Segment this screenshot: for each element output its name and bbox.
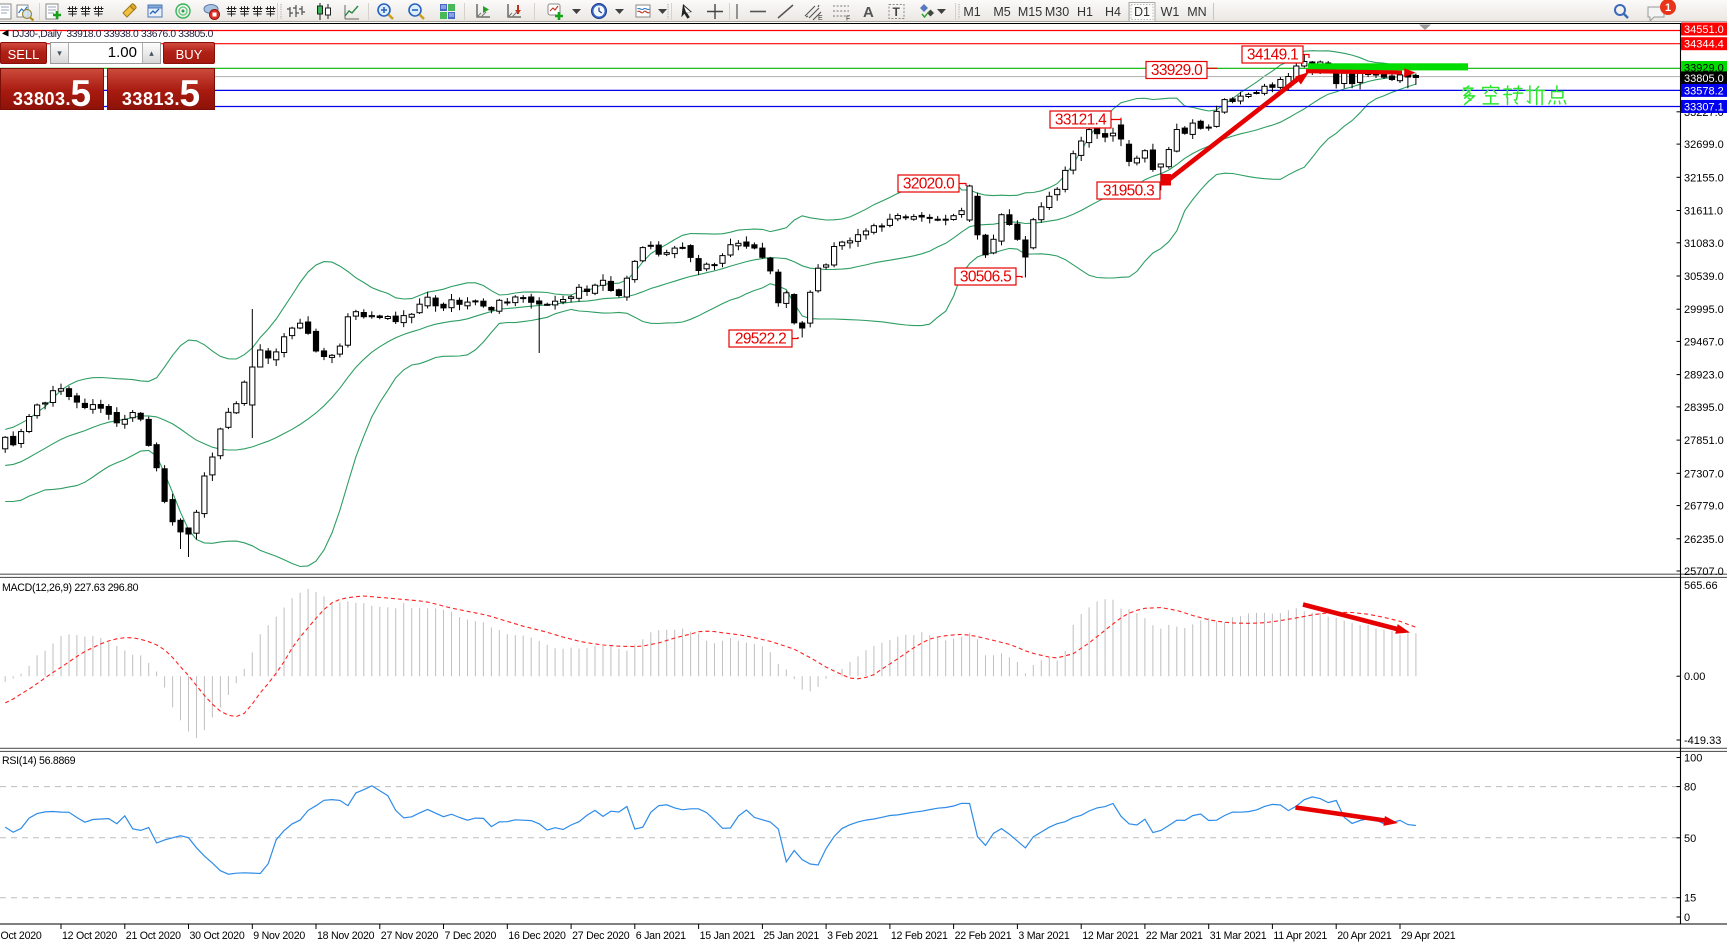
svg-text:33929.0: 33929.0 bbox=[1151, 62, 1203, 79]
svg-text:6 Jan 2021: 6 Jan 2021 bbox=[636, 930, 686, 942]
svg-text:34149.1: 34149.1 bbox=[1247, 46, 1298, 63]
svg-text:31611.0: 31611.0 bbox=[1684, 206, 1723, 218]
svg-text:33121.4: 33121.4 bbox=[1055, 111, 1107, 128]
svg-text:32020.0: 32020.0 bbox=[903, 175, 955, 192]
svg-text:22 Mar 2021: 22 Mar 2021 bbox=[1146, 930, 1203, 942]
svg-text:27851.0: 27851.0 bbox=[1684, 435, 1724, 447]
svg-text:11 Apr 2021: 11 Apr 2021 bbox=[1273, 930, 1327, 942]
svg-text:31950.3: 31950.3 bbox=[1103, 182, 1154, 199]
svg-text:A: A bbox=[863, 4, 874, 21]
svg-text:MN: MN bbox=[1187, 5, 1206, 19]
svg-text:26235.0: 26235.0 bbox=[1684, 534, 1724, 546]
svg-text:31 Mar 2021: 31 Mar 2021 bbox=[1210, 930, 1267, 942]
svg-text:33307.1: 33307.1 bbox=[1684, 102, 1724, 114]
svg-text:12 Feb 2021: 12 Feb 2021 bbox=[891, 930, 948, 942]
svg-text:25707.0: 25707.0 bbox=[1684, 566, 1724, 578]
svg-text:30 Oct 2020: 30 Oct 2020 bbox=[190, 930, 245, 942]
svg-text:16 Dec 2020: 16 Dec 2020 bbox=[508, 930, 566, 942]
svg-text:32699.0: 32699.0 bbox=[1684, 139, 1724, 151]
svg-text:15 Jan 2021: 15 Jan 2021 bbox=[700, 930, 756, 942]
svg-text:9 Nov 2020: 9 Nov 2020 bbox=[253, 930, 305, 942]
svg-text:29995.0: 29995.0 bbox=[1684, 304, 1724, 316]
svg-text:26779.0: 26779.0 bbox=[1684, 501, 1724, 513]
svg-text:29467.0: 29467.0 bbox=[1684, 336, 1724, 348]
svg-text:18 Nov 2020: 18 Nov 2020 bbox=[317, 930, 375, 942]
svg-text:3 Feb 2021: 3 Feb 2021 bbox=[827, 930, 878, 942]
svg-text:M1: M1 bbox=[963, 5, 980, 19]
svg-text:33805.0: 33805.0 bbox=[1684, 73, 1724, 85]
svg-text:RSI(14) 56.8869: RSI(14) 56.8869 bbox=[2, 755, 76, 767]
svg-text:80: 80 bbox=[1684, 782, 1696, 794]
svg-text:0.00: 0.00 bbox=[1684, 671, 1705, 683]
svg-text:25 Jan 2021: 25 Jan 2021 bbox=[763, 930, 819, 942]
svg-text:34344.4: 34344.4 bbox=[1684, 39, 1724, 51]
svg-text:28395.0: 28395.0 bbox=[1684, 402, 1724, 414]
svg-text:7 Dec 2020: 7 Dec 2020 bbox=[445, 930, 497, 942]
svg-text:27 Dec 2020: 27 Dec 2020 bbox=[572, 930, 630, 942]
svg-text:0: 0 bbox=[1684, 912, 1690, 924]
svg-text:Oct 2020: Oct 2020 bbox=[1, 930, 42, 942]
svg-text:31083.0: 31083.0 bbox=[1684, 238, 1724, 250]
svg-text:33578.2: 33578.2 bbox=[1684, 85, 1724, 97]
svg-text:12 Mar 2021: 12 Mar 2021 bbox=[1082, 930, 1139, 942]
svg-text:H1: H1 bbox=[1077, 5, 1093, 19]
svg-text:12 Oct 2020: 12 Oct 2020 bbox=[62, 930, 117, 942]
svg-text:M30: M30 bbox=[1045, 5, 1069, 19]
svg-text:MACD(12,26,9) 227.63 296.80: MACD(12,26,9) 227.63 296.80 bbox=[2, 582, 139, 594]
svg-text:100: 100 bbox=[1684, 753, 1702, 765]
svg-text:27307.0: 27307.0 bbox=[1684, 468, 1724, 480]
svg-text:32155.0: 32155.0 bbox=[1684, 172, 1724, 184]
svg-text:F: F bbox=[846, 16, 850, 23]
svg-text:1: 1 bbox=[1665, 2, 1671, 14]
svg-text:3 Mar 2021: 3 Mar 2021 bbox=[1018, 930, 1069, 942]
svg-text:27 Nov 2020: 27 Nov 2020 bbox=[381, 930, 439, 942]
svg-text:H4: H4 bbox=[1105, 5, 1121, 19]
svg-text:20 Apr 2021: 20 Apr 2021 bbox=[1337, 930, 1392, 942]
svg-text:T: T bbox=[893, 5, 901, 19]
svg-text:DJ30-,Daily 33918.0 33938.0 3: DJ30-,Daily 33918.0 33938.0 33676.0 3380… bbox=[12, 29, 214, 40]
svg-text:50: 50 bbox=[1684, 833, 1696, 845]
svg-text:29522.2: 29522.2 bbox=[735, 330, 786, 347]
svg-text:D1: D1 bbox=[1134, 5, 1150, 19]
svg-text:34551.0: 34551.0 bbox=[1684, 24, 1724, 36]
svg-text:28923.0: 28923.0 bbox=[1684, 370, 1724, 382]
svg-text:E: E bbox=[818, 15, 823, 22]
svg-text:30506.5: 30506.5 bbox=[960, 268, 1011, 285]
svg-text:22 Feb 2021: 22 Feb 2021 bbox=[955, 930, 1012, 942]
svg-text:29 Apr 2021: 29 Apr 2021 bbox=[1401, 930, 1456, 942]
svg-text:M15: M15 bbox=[1018, 5, 1042, 19]
svg-text:-419.33: -419.33 bbox=[1684, 735, 1721, 747]
svg-text:15: 15 bbox=[1684, 893, 1696, 905]
svg-text:565.66: 565.66 bbox=[1684, 580, 1718, 592]
svg-text:30539.0: 30539.0 bbox=[1684, 271, 1724, 283]
svg-text:21 Oct 2020: 21 Oct 2020 bbox=[126, 930, 181, 942]
svg-text:W1: W1 bbox=[1161, 5, 1180, 19]
svg-text:M5: M5 bbox=[993, 5, 1010, 19]
